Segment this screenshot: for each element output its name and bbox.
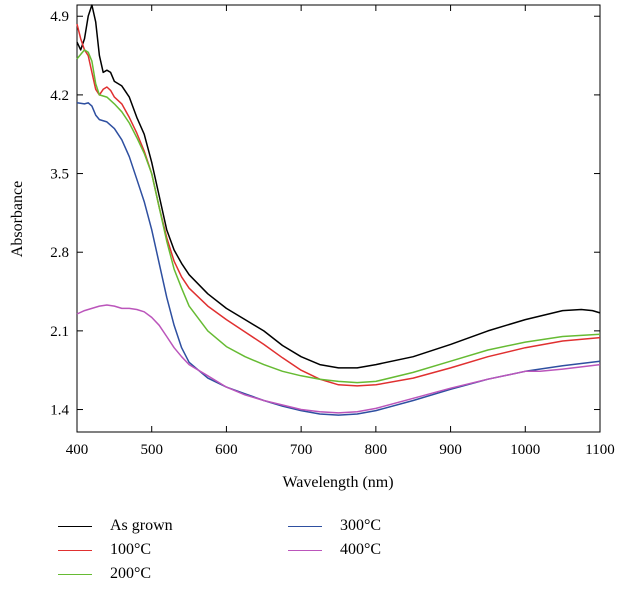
series-lines	[76, 4, 601, 416]
series-line-0	[76, 4, 601, 369]
y-tick-label: 2.1	[50, 324, 69, 340]
legend-swatch	[288, 549, 322, 551]
x-axis-title: Wavelength (nm)	[282, 474, 393, 491]
legend: As grown 100°C 200°C 300°C 400°C	[40, 514, 460, 594]
y-tick-label: 4.9	[50, 9, 69, 25]
legend-item: 100°C	[58, 538, 151, 562]
legend-label: 300°C	[340, 517, 382, 534]
legend-swatch	[58, 525, 92, 527]
series-line-3	[76, 102, 601, 416]
axis-ticks: 400 500 600 700 800 900 1000 1100 1.4 2.1 2.8 3.5 4.…	[50, 5, 615, 458]
series-line-1	[76, 23, 601, 387]
x-tick-label: 900	[439, 442, 462, 458]
legend-label: 100°C	[110, 541, 152, 558]
y-tick-label: 1.4	[50, 403, 69, 419]
y-tick-label: 4.2	[50, 88, 69, 104]
x-tick-label: 1000	[510, 442, 540, 458]
legend-item: 300°C	[288, 514, 381, 538]
x-tick-label: 800	[365, 442, 388, 458]
y-tick-label: 3.5	[50, 167, 69, 183]
y-tick-label: 2.8	[50, 245, 69, 261]
x-tick-label: 700	[290, 442, 313, 458]
legend-item: 400°C	[288, 538, 381, 562]
x-tick-label: 500	[140, 442, 163, 458]
plot-frame	[76, 4, 601, 433]
legend-label: 400°C	[340, 541, 382, 558]
legend-label: 200°C	[110, 565, 152, 582]
plot-area-border	[76, 4, 601, 433]
y-axis-title: Absorbance	[9, 181, 26, 257]
legend-label: As grown	[110, 517, 173, 534]
series-line-4	[76, 304, 601, 414]
legend-item: 200°C	[58, 562, 151, 586]
x-tick-label: 400	[66, 442, 89, 458]
x-tick-label: 1100	[585, 442, 614, 458]
legend-swatch	[58, 549, 92, 551]
legend-swatch	[288, 525, 322, 527]
x-tick-label: 600	[215, 442, 238, 458]
series-line-2	[76, 49, 601, 384]
legend-swatch	[58, 573, 92, 575]
legend-item: As grown	[58, 514, 173, 538]
